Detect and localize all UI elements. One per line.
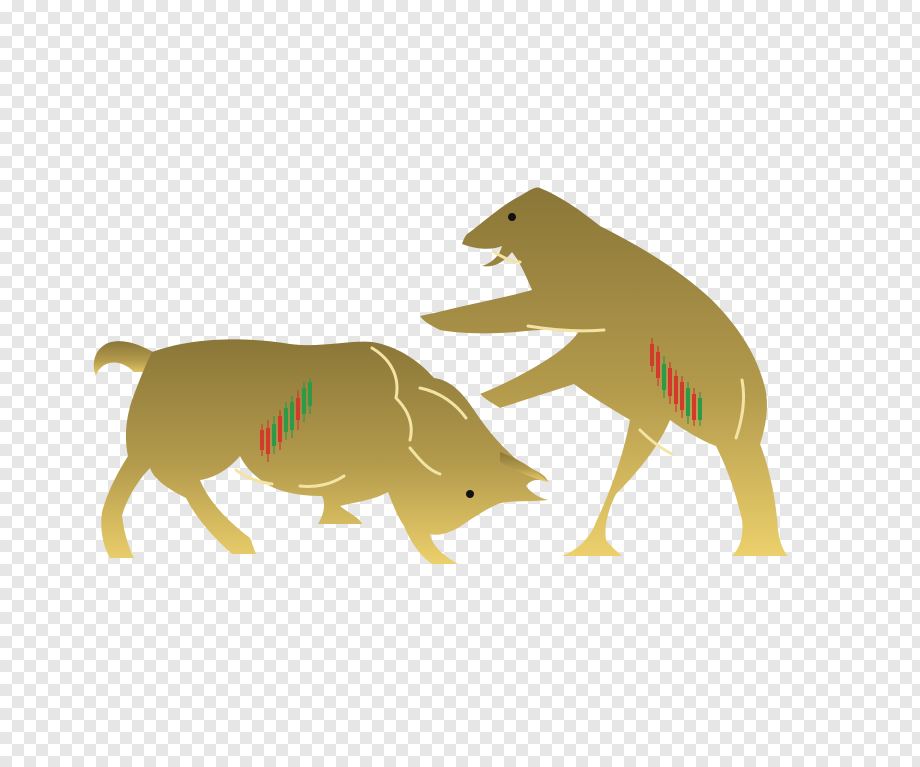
bull-contour-lines <box>234 346 468 488</box>
bull-horn <box>500 452 548 482</box>
bull-eye <box>466 490 474 498</box>
bear-figure <box>420 187 788 556</box>
bull-tail <box>93 341 160 376</box>
bear-body <box>420 187 788 556</box>
bear-eye <box>508 213 516 221</box>
bear-contour-lines <box>492 250 746 456</box>
bull-body <box>101 339 549 564</box>
bull-candlestick-chart <box>260 378 312 462</box>
bear-candlestick-chart <box>650 338 702 426</box>
bull-figure <box>93 339 549 564</box>
